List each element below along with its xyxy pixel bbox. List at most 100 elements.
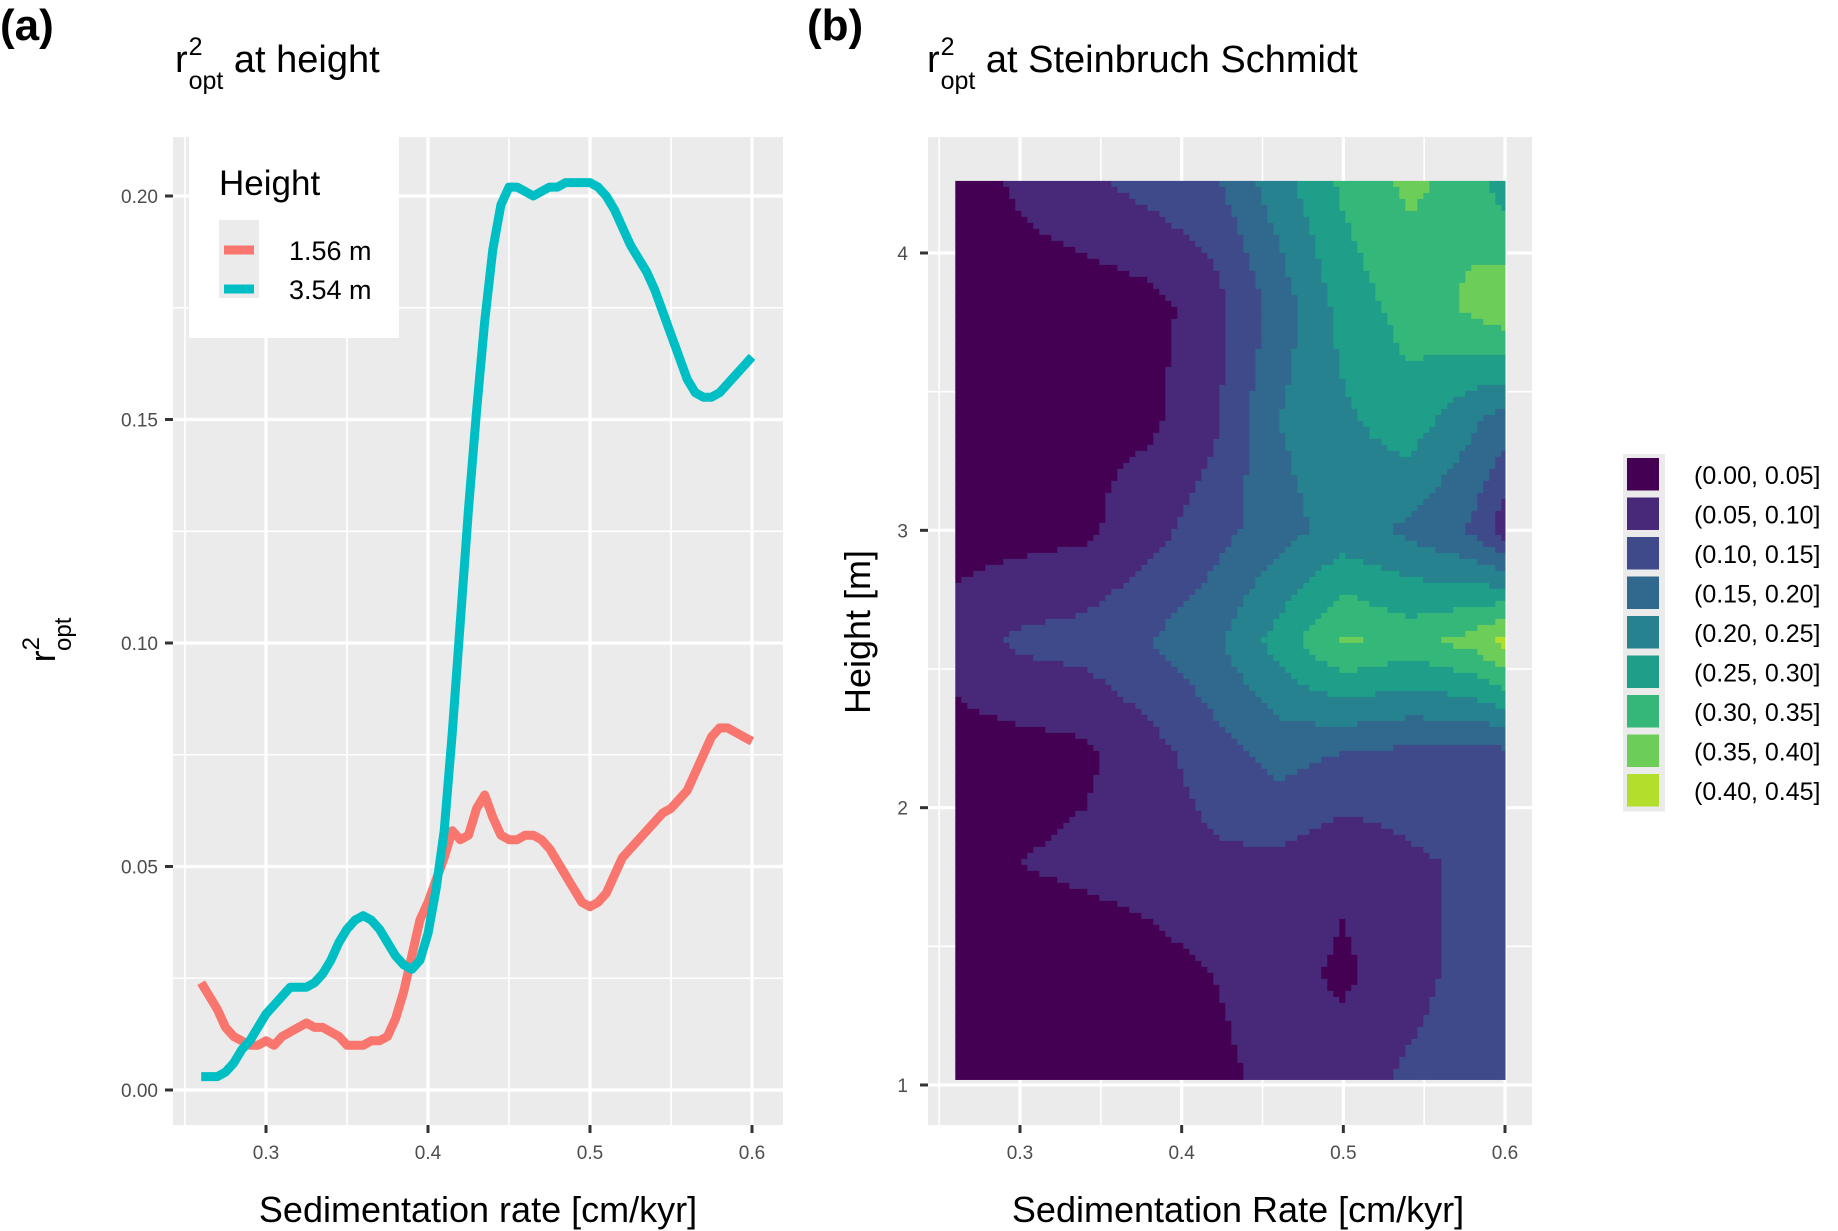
x-tick-label: 0.3: [1007, 1143, 1033, 1164]
contour-band-4: [1285, 258, 1322, 266]
contour-band-1: [1159, 420, 1220, 428]
contour-band-0: [955, 330, 1172, 338]
contour-band-3: [1213, 564, 1268, 572]
contour-band-1: [955, 600, 1100, 608]
contour-band-0: [955, 966, 1208, 974]
contour-band-3: [1231, 540, 1292, 548]
contour-band-3: [1435, 486, 1484, 494]
contour-band-3: [1261, 336, 1298, 344]
contour-band-2: [1117, 186, 1226, 194]
contour-band-4: [1297, 318, 1334, 326]
contour-band-1: [1129, 906, 1442, 914]
contour-band-2: [1441, 954, 1506, 962]
contour-band-1: [1231, 1038, 1412, 1046]
contour-band-1: [1207, 966, 1322, 974]
contour-band-2: [1225, 312, 1262, 320]
contour-band-1: [955, 606, 1088, 614]
contour-band-2: [1165, 216, 1238, 224]
contour-band-2: [1141, 708, 1214, 716]
contour-band-1: [997, 714, 1148, 722]
panel-b-axes: 1 2 3 4 0.3 0.4 0.5 0.6: [897, 244, 1518, 1164]
contour-band-1: [1165, 366, 1226, 374]
contour-band-1: [1171, 360, 1226, 368]
contour-band-5: [1303, 198, 1340, 206]
contour-band-4: [1255, 576, 1310, 584]
panel-a-line-chart: r2 opt at height 0.000.050.100.150.200.3 0…: [18, 33, 783, 1230]
contour-band-2: [1417, 1026, 1506, 1034]
contour-band-1: [1165, 414, 1220, 422]
contour-band-4: [1417, 444, 1466, 452]
contour-band-0: [955, 264, 1118, 272]
contour-band-5: [1267, 642, 1304, 650]
contour-band-2: [1195, 798, 1506, 806]
contour-band-1: [1159, 288, 1226, 296]
contour-band-3: [1261, 342, 1298, 350]
contour-band-0: [955, 540, 1088, 548]
contour-band-1: [1111, 480, 1196, 488]
contour-band-4: [1237, 606, 1286, 614]
contour-band-1: [1093, 780, 1184, 788]
contour-band-5: [1267, 630, 1304, 638]
contour-band-0: [955, 348, 1172, 356]
contour-band-1: [1027, 852, 1430, 860]
contour-band-5: [1387, 606, 1454, 614]
contour-band-5: [1327, 282, 1376, 290]
contour-band-1: [1165, 294, 1226, 302]
contour-band-0: [955, 816, 1070, 824]
contour-band-1: [1357, 960, 1442, 968]
contour-band-3: [1243, 492, 1304, 500]
contour-band-3: [1261, 762, 1310, 770]
contour-band-1: [1093, 774, 1184, 782]
contour-band-0: [955, 192, 1010, 200]
contour-band-5: [1303, 204, 1340, 212]
contour-band-0: [955, 996, 1220, 1004]
contour-band-3: [1273, 774, 1286, 782]
contour-band-3: [1231, 210, 1268, 218]
contour-band-6: [1423, 192, 1496, 200]
contour-band-5: [1387, 444, 1418, 452]
contour-band-7: [1459, 288, 1506, 296]
contour-band-1: [955, 618, 1046, 626]
contour-band-0: [955, 390, 1166, 398]
contour-band-2: [1429, 852, 1506, 860]
contour-band-2: [1147, 204, 1232, 212]
contour-band-1: [1237, 1044, 1406, 1052]
contour-band-2: [1219, 432, 1250, 440]
contour-band-0: [955, 1050, 1238, 1058]
contour-band-0: [955, 342, 1172, 350]
contour-band-2: [1219, 396, 1250, 404]
contour-band-2: [1321, 756, 1506, 764]
contour-band-0: [955, 336, 1172, 344]
contour-band-7: [1501, 324, 1506, 332]
contour-band-1: [1165, 378, 1226, 386]
contour-band-0: [955, 708, 980, 716]
contour-band-0: [955, 990, 1220, 998]
contour-band-2: [1129, 576, 1208, 584]
contour-band-1: [1165, 408, 1220, 416]
contour-band-2: [1177, 516, 1244, 524]
contour-band-7: [1483, 318, 1506, 326]
contour-band-0: [955, 1002, 1226, 1010]
contour-band-4: [1435, 414, 1484, 422]
contour-band-4: [1261, 186, 1298, 194]
contour-band-2: [1123, 582, 1202, 590]
contour-band-2: [1009, 642, 1154, 650]
contour-band-4: [1297, 342, 1334, 350]
contour-band-1: [1171, 324, 1226, 332]
contour-band-2: [1219, 384, 1256, 392]
contour-band-1: [1345, 918, 1442, 926]
contour-band-1: [1309, 828, 1394, 836]
contour-band-1: [1147, 276, 1220, 284]
contour-band-7: [1477, 648, 1506, 656]
contour-band-2: [1441, 888, 1506, 896]
contour-band-5: [1387, 660, 1430, 668]
contour-band-3: [1405, 714, 1424, 722]
contour-band-6: [1339, 192, 1400, 200]
contour-band-4: [1261, 696, 1478, 704]
contour-band-2: [1477, 534, 1502, 542]
contour-band-0: [955, 570, 974, 578]
contour-band-4: [1291, 378, 1346, 386]
contour-band-0: [955, 282, 1154, 290]
contour-band-8: [1495, 636, 1506, 644]
